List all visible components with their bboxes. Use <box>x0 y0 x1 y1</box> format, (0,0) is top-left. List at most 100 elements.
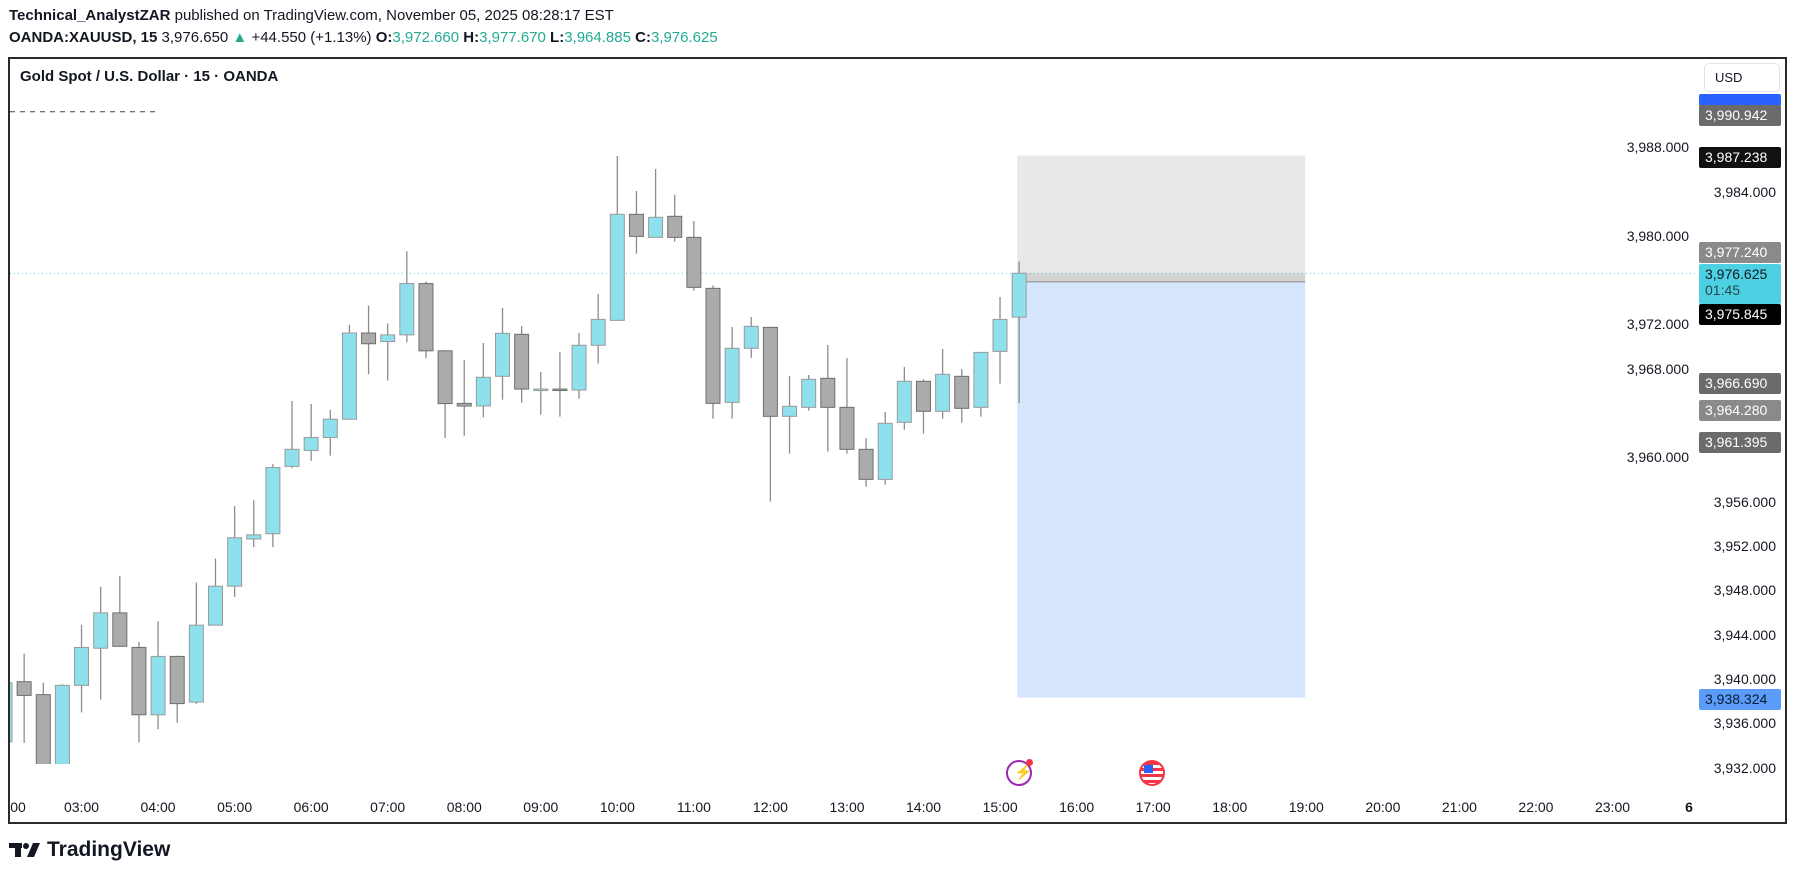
time-tick-label: 04:00 <box>140 799 176 815</box>
bullish-candle <box>724 327 740 419</box>
bullish-candle <box>341 324 357 420</box>
publish-info: Technical_AnalystZAR published on Tradin… <box>9 7 614 24</box>
bearish-candle <box>16 653 32 743</box>
price-tick-label: 3,948.000 <box>1713 582 1776 599</box>
symbol: OANDA:XAUUSD, 15 <box>9 29 158 46</box>
low-label: L: <box>550 29 565 46</box>
price-tick-label: 3,960.000 <box>1626 449 1689 466</box>
time-tick-label: 03:00 <box>63 799 100 815</box>
bullish-candle <box>648 169 664 238</box>
bullish-candle <box>935 348 951 419</box>
low-value: 3,964.885 <box>564 29 631 46</box>
candle-body <box>131 646 147 716</box>
time-tick-label: 11:00 <box>676 799 711 815</box>
bearish-candle <box>514 326 530 403</box>
time-tick-label: 22:00 <box>1518 799 1554 815</box>
candle-body <box>361 332 377 345</box>
bullish-candle <box>571 332 587 399</box>
stop-zone[interactable] <box>1017 281 1306 698</box>
time-tick-label: 08:00 <box>446 799 482 815</box>
candle-body <box>380 334 396 343</box>
us-flag-event-icon[interactable] <box>1139 760 1165 786</box>
currency-button[interactable]: USD <box>1704 63 1780 92</box>
chart-title: Gold Spot / U.S. Dollar · 15 · OANDA <box>20 68 279 85</box>
time-tick-label: 23:00 <box>1594 799 1631 815</box>
time-tick-label: 07:00 <box>370 799 406 815</box>
candle-body <box>399 283 415 336</box>
brand-name: TradingView <box>47 838 171 861</box>
author-name[interactable]: Technical_AnalystZAR <box>9 7 171 24</box>
candle-body <box>667 215 683 238</box>
close-value: 3,976.625 <box>650 29 718 46</box>
time-tick-label: 16:00 <box>1059 799 1095 815</box>
price-tick-label: 3,936.000 <box>1713 715 1776 732</box>
candle-body <box>915 380 931 412</box>
bearish-candle <box>35 682 51 764</box>
time-tick-label: 10:00 <box>599 799 635 815</box>
bullish-candle <box>93 586 109 700</box>
bearish-candle <box>456 360 472 436</box>
bullish-candle <box>150 621 166 730</box>
candle-body <box>571 344 587 391</box>
up-arrow-icon: ▲ <box>228 29 252 46</box>
stop-price-label: 3,938.324 <box>1699 689 1781 710</box>
candle-body <box>188 624 204 703</box>
candle-body <box>227 537 243 587</box>
bullish-candle <box>54 684 70 764</box>
price-tick-label: 3,952.000 <box>1713 538 1776 555</box>
candle-body <box>877 422 893 480</box>
bullish-candle <box>533 371 549 415</box>
candle-body <box>839 406 855 450</box>
candle-body <box>10 682 13 743</box>
bullish-candle <box>188 582 204 704</box>
candle-body <box>762 326 778 417</box>
bullish-candle <box>10 682 13 743</box>
bullish-candle <box>877 411 893 485</box>
bullish-candle <box>284 401 300 468</box>
bearish-candle <box>361 305 377 375</box>
candle-body <box>590 318 606 346</box>
time-tick-label: 21:00 <box>1441 799 1477 815</box>
time-tick-label: 05:00 <box>217 799 253 815</box>
price-tick-label: 3,944.000 <box>1713 626 1776 643</box>
candle-body <box>341 332 357 420</box>
candle-body <box>533 388 549 392</box>
candle-body <box>475 376 491 407</box>
tradingview-logo[interactable]: TradingView <box>9 838 170 862</box>
candle-body <box>35 694 51 764</box>
candle-body <box>54 684 70 764</box>
candle-body <box>74 646 90 686</box>
bearish-candle <box>667 194 683 242</box>
candle-body <box>169 655 185 705</box>
candle-body <box>628 213 644 237</box>
candle-body <box>935 373 951 412</box>
bullish-candle <box>380 323 396 381</box>
candle-body <box>456 402 472 407</box>
candle-body <box>112 612 128 647</box>
price-label: 3,966.690 <box>1699 373 1781 394</box>
bullish-candle <box>973 351 989 417</box>
candle-body <box>93 612 109 649</box>
candle-body <box>743 325 759 349</box>
candle-body <box>246 534 262 540</box>
candle-body <box>896 380 912 423</box>
long-position-tool[interactable] <box>1017 155 1306 698</box>
bullish-candle <box>609 156 625 321</box>
price-tick-label: 3,956.000 <box>1713 493 1776 510</box>
bullish-candle <box>495 307 511 400</box>
bearish-candle <box>915 379 931 434</box>
time-tick-label: 09:00 <box>523 799 559 815</box>
price-tick-label: 3,968.000 <box>1626 360 1689 377</box>
price-tick-label: 3,972.000 <box>1626 316 1689 333</box>
time-tick-label: 20:00 <box>1365 799 1401 815</box>
bullish-candle <box>227 506 243 597</box>
lightning-event-icon[interactable]: ⚡ <box>1006 759 1033 786</box>
bar-countdown: 01:45 <box>1705 282 1741 298</box>
target-zone[interactable] <box>1017 155 1306 282</box>
time-tick-label: 12:00 <box>752 799 788 815</box>
chart-frame <box>8 57 1787 824</box>
bullish-candle <box>399 251 415 343</box>
time-tick-label: 6 <box>1685 799 1693 815</box>
high-label: H: <box>463 29 480 46</box>
